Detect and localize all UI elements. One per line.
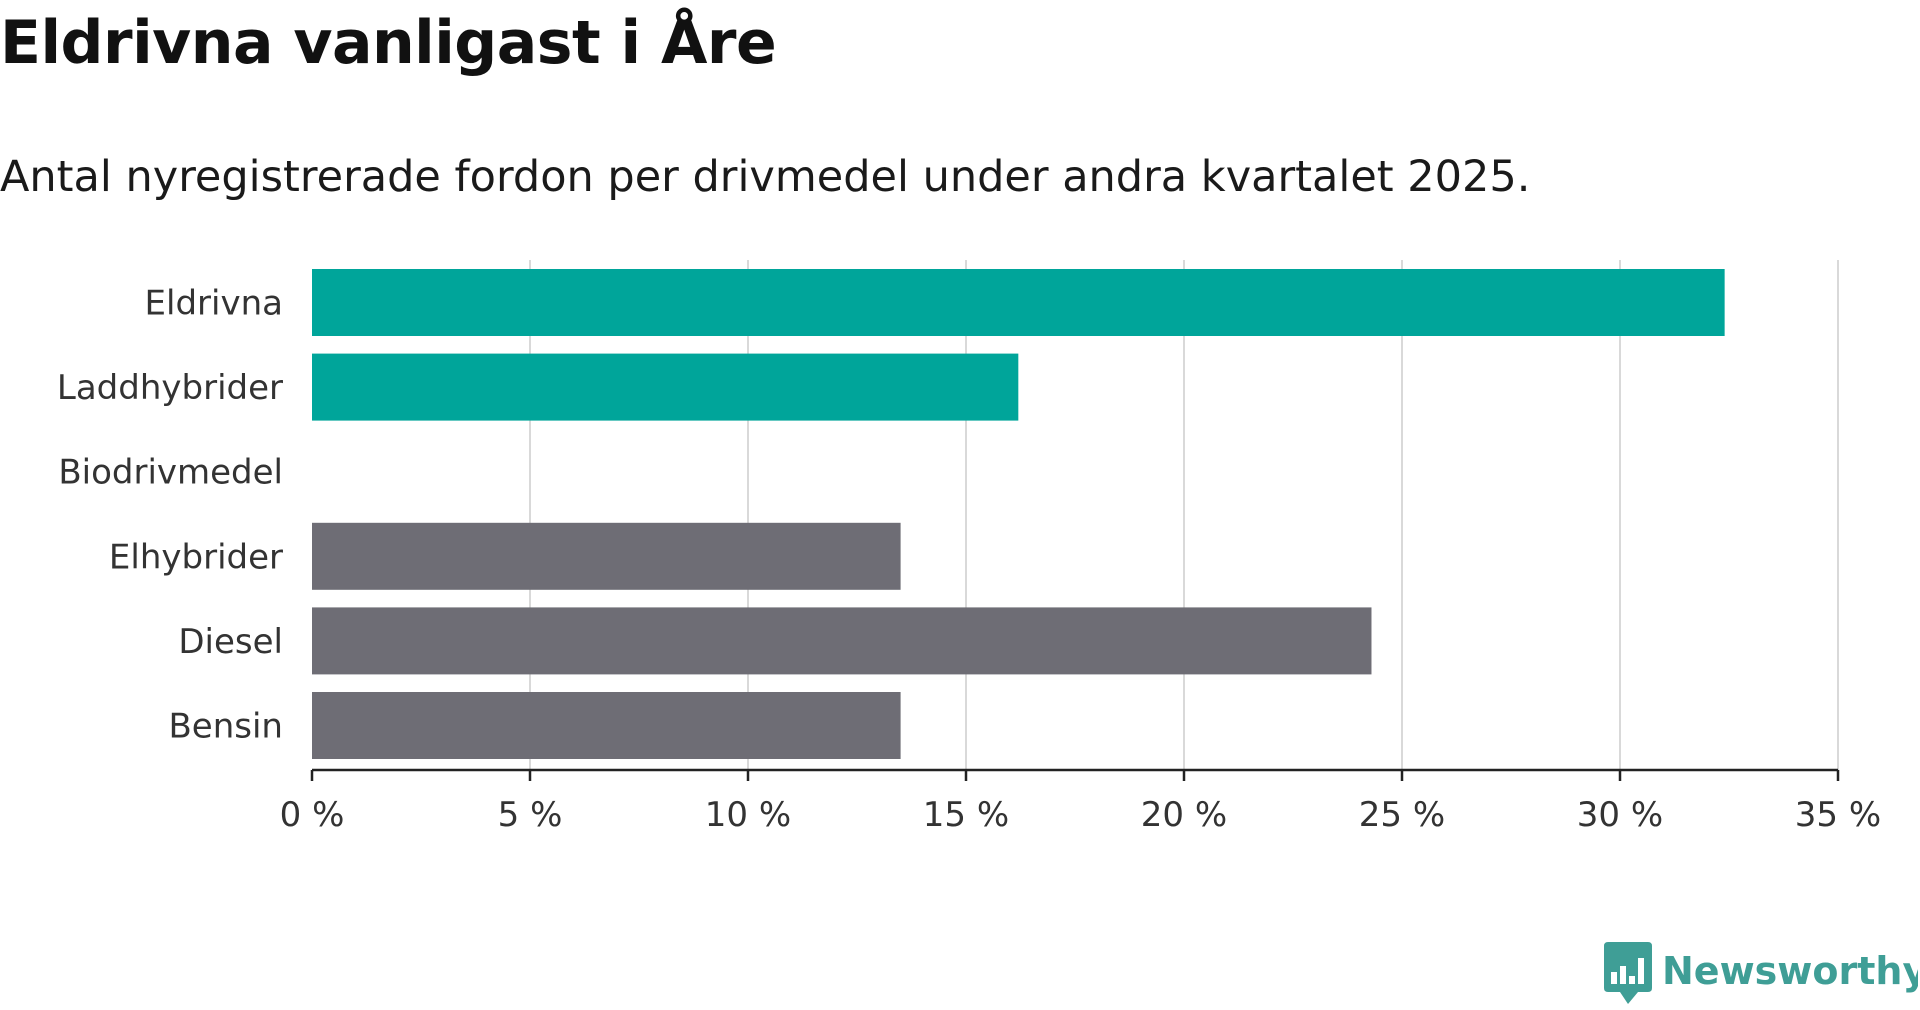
x-tick-label: 30 %: [1577, 795, 1663, 835]
newsworthy-logo-icon: [1604, 942, 1652, 1004]
category-label: Elhybrider: [109, 537, 283, 577]
newsworthy-logo: Newsworthy: [1604, 942, 1918, 1004]
category-label: Biodrivmedel: [58, 453, 283, 493]
x-tick-label: 10 %: [705, 795, 791, 835]
x-axis: 0 % 5 % 10 % 15 % 20 % 25 % 30 % 35 %: [280, 768, 1881, 835]
gridlines: [529, 260, 1839, 770]
bar: [312, 692, 901, 759]
bars: [312, 269, 1725, 759]
x-tick-label: 0 %: [280, 795, 345, 835]
category-label: Bensin: [168, 707, 283, 747]
category-label: Eldrivna: [145, 284, 283, 324]
chart-title: Eldrivna vanligast i Åre: [0, 8, 777, 78]
bar: [312, 269, 1725, 336]
category-label: Laddhybrider: [57, 368, 283, 408]
x-tick-label: 35 %: [1795, 795, 1881, 835]
x-tick-label: 15 %: [923, 795, 1009, 835]
bar: [312, 607, 1372, 675]
category-label: Diesel: [178, 622, 283, 662]
newsworthy-logo-text: Newsworthy: [1662, 949, 1918, 993]
x-tick-label: 5 %: [498, 795, 563, 835]
x-tick-label: 20 %: [1141, 795, 1227, 835]
category-labels: Eldrivna Laddhybrider Biodrivmedel Elhybrid…: [57, 284, 283, 747]
chart-subtitle: Antal nyregistrerade fordon per drivmede…: [0, 152, 1531, 202]
bar: [312, 522, 901, 590]
x-tick-label: 25 %: [1359, 795, 1445, 835]
bar: [312, 353, 1019, 421]
